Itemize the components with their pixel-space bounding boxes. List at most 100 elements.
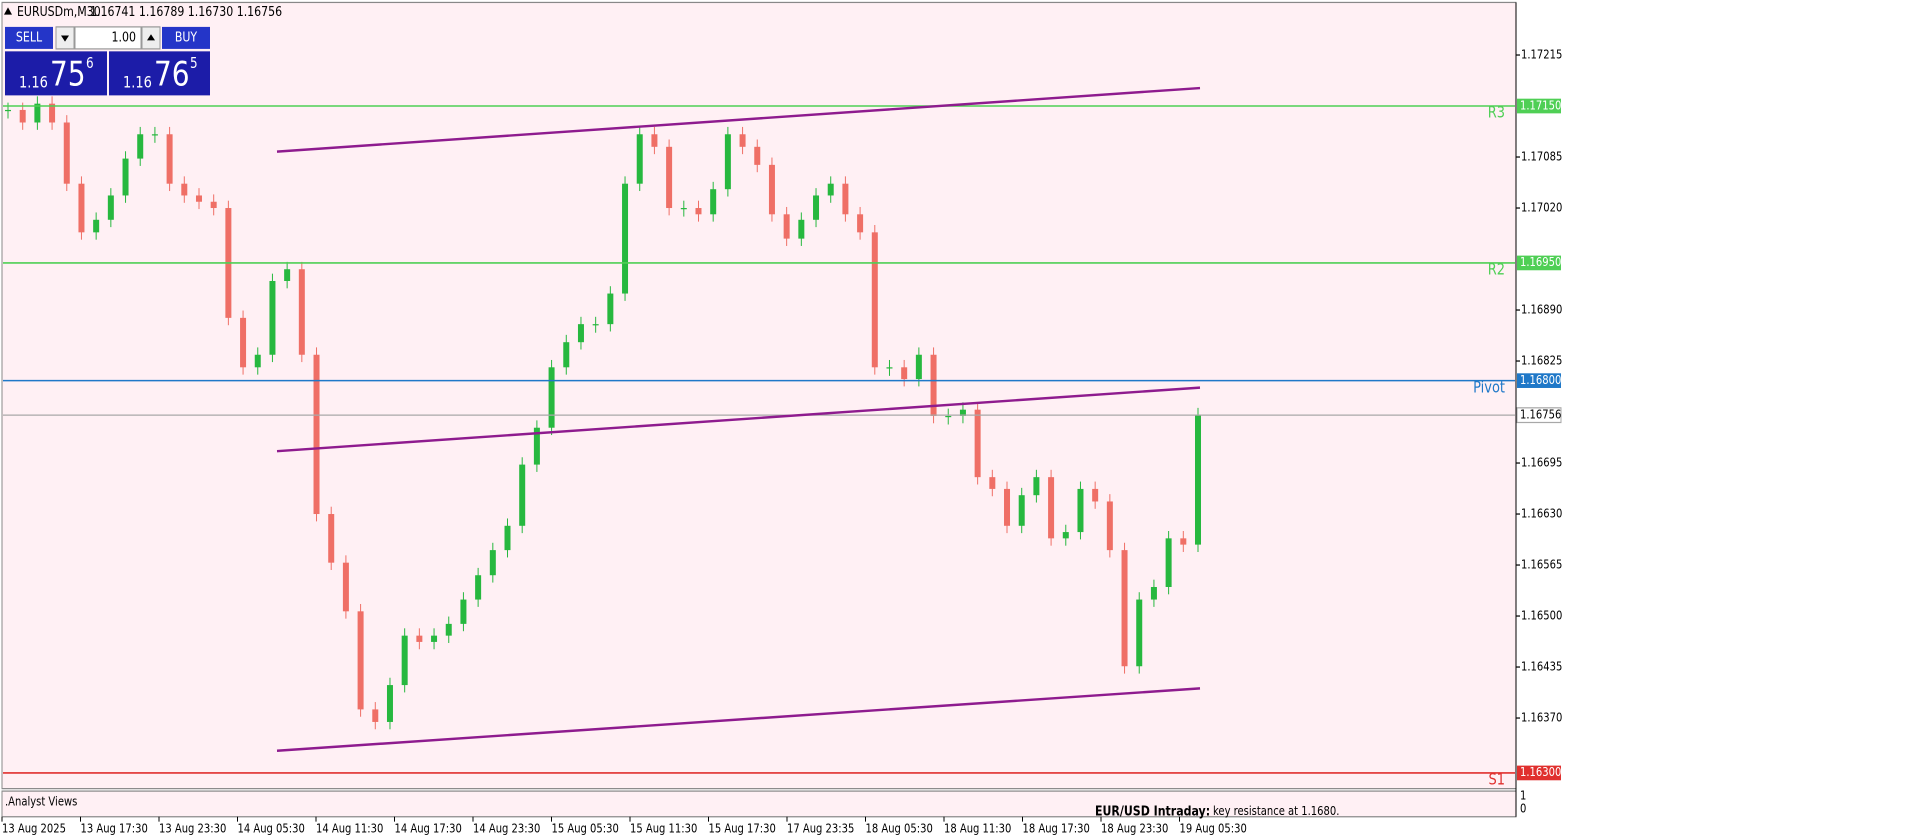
plot [3,96,1515,774]
level-box [1517,255,1561,271]
candle [210,201,217,209]
sell-big: 1.16 [19,74,48,92]
candle [416,635,423,642]
candle [386,685,393,722]
x-tick-label: 18 Aug 11:30 [944,821,1011,835]
sell-price-box[interactable] [5,51,107,96]
channel-top [276,86,1201,153]
candle [871,232,878,368]
sell-frac: 6 [86,56,94,72]
candle [122,158,129,196]
candle [592,324,599,326]
candle [357,611,364,710]
sell-button[interactable] [5,26,53,49]
candle [1092,488,1099,502]
x-tick-label: 18 Aug 23:30 [1101,821,1168,835]
candle [1106,501,1113,551]
candle [166,134,173,184]
candle [107,195,114,220]
candle [269,280,276,355]
x-tick-label: 17 Aug 23:35 [787,821,854,835]
candle [298,269,305,355]
level-label: 1.16950 [1520,255,1561,269]
candle [1018,495,1025,526]
buy-price-box[interactable] [109,51,210,96]
indicator-name: .Analyst Views [5,794,78,808]
x-tick-label: 15 Aug 17:30 [709,821,776,835]
symbol: EURUSDm,M30 [17,4,101,19]
y-tick-label: 1.17215 [1521,47,1562,61]
indicator-area [1,790,1517,818]
candle [901,367,908,380]
x-tick-label: 15 Aug 05:30 [552,821,619,835]
candle [827,183,834,196]
candle [284,269,291,281]
candle [842,183,849,215]
candle [63,122,70,184]
level-box [1517,373,1561,388]
candle [548,367,555,428]
candle [137,134,144,159]
sell-label: SELL [16,30,42,45]
x-tick-label: 19 Aug 05:30 [1180,821,1247,835]
up-arrow [147,34,155,41]
candle [533,427,540,465]
candle [19,109,26,123]
candle [768,164,775,215]
candle [651,134,658,147]
candle [974,409,981,478]
candle [886,367,893,369]
candle [1180,538,1187,545]
x-tick-label: 13 Aug 23:30 [159,821,226,835]
candle [622,183,629,294]
channel-middle [276,386,1201,453]
candle [798,219,805,239]
candle [857,214,864,233]
candle [1165,538,1172,587]
candle [49,103,56,123]
candle [34,103,41,123]
y-tick-label: 1.16370 [1521,710,1562,724]
candle [431,635,438,642]
x-tick-label: 14 Aug 17:30 [395,821,462,835]
buy-label: BUY [175,30,198,45]
buy-button[interactable] [162,26,210,49]
comment: key resistance at 1.1680. [1213,804,1339,818]
level-name: S1 [1488,772,1505,790]
candle [959,409,966,416]
collapse-icon[interactable] [4,7,12,15]
candle [754,146,761,165]
chart-area [1,1,1517,790]
x-tick-label: 13 Aug 2025 [2,821,66,835]
candle [5,109,11,112]
sell-pips: 75 [50,55,86,94]
volume: 1.00 [112,30,136,45]
candle [695,208,702,215]
candle [945,415,952,418]
candle [254,354,261,368]
candle [401,635,408,686]
candle [1004,488,1011,526]
candle [636,134,643,184]
x-tick-label: 18 Aug 17:30 [1023,821,1090,835]
channel-bottom [276,687,1201,752]
y-tick-label: 1.16695 [1521,455,1562,469]
buy-frac: 5 [190,56,198,72]
indicator-axis-bottom: 0 [1520,802,1526,816]
candle [240,317,247,368]
candle [328,514,335,563]
candle [1048,477,1055,539]
y-tick-label: 1.16500 [1521,608,1562,622]
x-tick-label: 14 Aug 11:30 [316,821,383,835]
level-label: 1.16800 [1520,373,1561,387]
buy-big: 1.16 [123,74,152,92]
candle [930,354,937,416]
y-tick-label: 1.16890 [1521,302,1562,316]
candle [724,134,731,190]
candle [607,293,614,325]
volume-field[interactable] [74,26,142,50]
candle [1150,586,1157,600]
y-tick-label: 1.17020 [1521,200,1562,214]
last-price-label: 1.16756 [1520,407,1561,421]
